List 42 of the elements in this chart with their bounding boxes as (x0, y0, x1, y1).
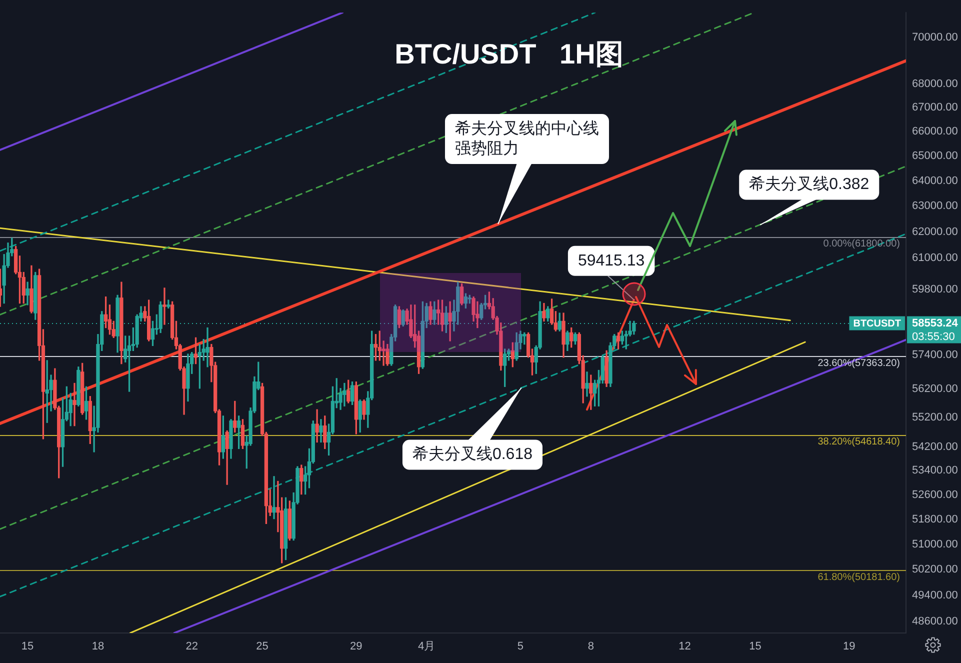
x-tick-label: 15 (749, 640, 762, 653)
y-tick-label: 48600.00 (912, 615, 958, 628)
y-tick-label: 55200.00 (912, 412, 958, 424)
annotation: 希夫分叉线0.382 (749, 175, 870, 194)
x-tick-label: 19 (842, 640, 856, 653)
x-tick-label: 8 (588, 640, 594, 653)
y-tick-label: 50200.00 (912, 564, 958, 576)
y-tick-label: 67000.00 (912, 102, 958, 114)
y-tick-label: 62000.00 (912, 226, 958, 238)
y-tick-label: 53400.00 (912, 464, 958, 477)
ref-line-label: BTCUSDT (853, 318, 902, 330)
text: 03:55:30 (912, 330, 955, 343)
y-tick-label: 61000.00 (912, 252, 958, 264)
y-tick-label: 54200.00 (912, 440, 958, 453)
y-tick-label: 59800.00 (912, 284, 958, 296)
y-tick-label: 51000.00 (912, 538, 958, 550)
ref-line-label: 38.20%(54618.40) (818, 436, 900, 448)
y-tick-label: 58553.24 (912, 317, 959, 330)
x-tick-label: 29 (350, 640, 362, 653)
ref-line-label: 61.80%(50181.60) (818, 572, 900, 583)
y-tick-label: 57400.00 (912, 349, 958, 362)
y-tick-label: 64000.00 (912, 174, 958, 187)
y-tick-label: 51800.00 (912, 513, 958, 526)
annotation: 希夫分叉线0.618 (412, 445, 533, 464)
y-tick-label: 56200.00 (912, 382, 958, 395)
x-tick-label: 18 (92, 640, 104, 653)
x-tick-label: 12 (678, 640, 691, 653)
text: BTC/USDT 1H图 (394, 38, 624, 70)
annotation: 希夫分叉线的中心线强势阻力 (454, 119, 599, 158)
x-tick-label: 25 (256, 640, 268, 653)
y-tick-label: 70000.00 (912, 32, 958, 44)
y-tick-label: 68000.00 (912, 78, 958, 90)
y-tick-label: 52600.00 (912, 488, 958, 501)
y-tick-label: 65000.00 (912, 150, 958, 162)
annotation: 59415.13 (578, 252, 645, 270)
x-tick-label: 15 (21, 640, 34, 653)
y-tick-label: 49400.00 (912, 589, 958, 602)
y-tick-label: 63000.00 (912, 200, 958, 212)
x-tick-label: 5 (517, 640, 524, 653)
x-tick-label: 4月 (418, 640, 436, 653)
x-tick-label: 22 (186, 640, 198, 653)
y-tick-label: 66000.00 (912, 126, 958, 138)
